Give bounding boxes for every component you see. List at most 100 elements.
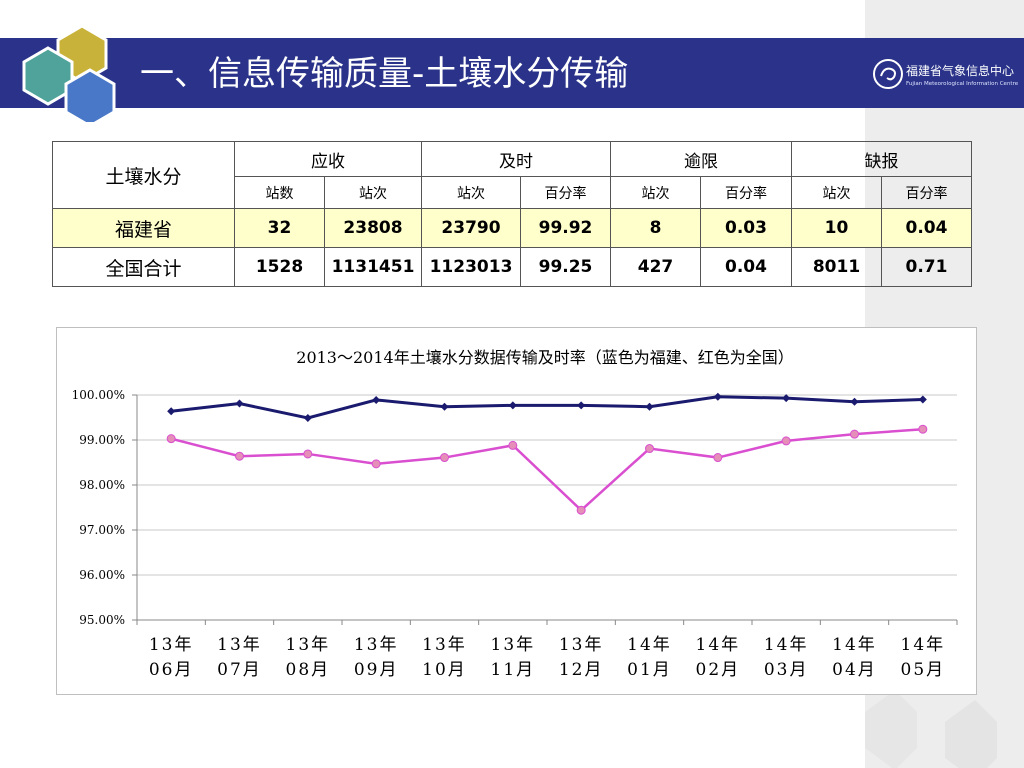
y-tick-label: 95.00% [79,613,125,627]
table-cell: 0.03 [700,208,792,248]
data-point [782,394,791,403]
data-point [576,505,586,515]
table-row: 全国合计 1528 1131451 1123013 99.25 427 0.04… [52,247,972,287]
x-tick-label: 03月 [764,660,809,680]
chart-frame: 2013～2014年土壤水分数据传输及时率（蓝色为福建、红色为全国） 95.00… [56,327,977,695]
data-point [166,434,176,444]
x-tick-label: 13年 [559,635,604,655]
table-cell: 32 [234,208,325,248]
data-point [713,392,722,401]
group-header: 及时 [421,141,611,177]
x-tick-label: 10月 [422,660,467,680]
table-cell: 1528 [234,247,325,287]
data-point [918,395,927,404]
x-tick-label: 11月 [491,660,536,680]
x-tick-label: 14年 [627,635,672,655]
y-tick-label: 99.00% [79,433,125,447]
table-header-row: 土壤水分 应收 及时 逾限 缺报 [52,141,972,209]
table-subheader-row: 站数 站次 站次 百分率 站次 百分率 站次 百分率 [53,176,972,209]
chart-title: 2013～2014年土壤水分数据传输及时率（蓝色为福建、红色为全国） [296,348,793,367]
sub-header: 站次 [421,176,521,209]
data-point [781,436,791,446]
x-tick-label: 14年 [764,635,809,655]
line-chart: 2013～2014年土壤水分数据传输及时率（蓝色为福建、红色为全国） 95.00… [72,348,958,680]
logo-icon [873,59,903,89]
x-tick-label: 14年 [832,635,877,655]
logo-area [865,38,1024,108]
table-cell: 0.04 [700,247,792,287]
y-tick-label: 100.00% [72,388,125,402]
group-header: 逾限 [610,141,792,177]
data-point [440,402,449,411]
table-cell: 8011 [791,247,882,287]
table-cell: 10 [791,208,882,248]
x-tick-label: 09月 [354,660,399,680]
x-tick-label: 14年 [696,635,741,655]
data-point [645,402,654,411]
x-tick-label: 13年 [422,635,467,655]
x-tick-label: 12月 [559,660,604,680]
header-hexagon-icon [22,24,116,122]
table-cell: 1131451 [324,247,422,287]
x-tick-label: 06月 [149,660,194,680]
series-line [170,427,923,512]
title-bar [0,38,865,108]
sub-header: 站次 [324,176,422,209]
table-cell: 99.92 [520,208,611,248]
table-row: 福建省 32 23808 23790 99.92 8 0.03 10 0.04 [52,208,972,248]
x-tick-label: 05月 [901,660,946,680]
x-tick-label: 13年 [217,635,262,655]
table-corner-label: 土壤水分 [52,141,235,209]
x-tick-label: 04月 [832,660,877,680]
x-tick-label: 13年 [149,635,194,655]
table-cell: 8 [610,208,701,248]
x-tick-label: 02月 [696,660,741,680]
data-point [645,444,654,454]
x-tick-label: 14年 [901,635,946,655]
logo-english-name: Fujian Meteorological Information Centre [906,81,1019,87]
y-tick-label: 98.00% [79,478,125,492]
series-line [170,395,923,420]
y-tick-label: 97.00% [79,523,125,537]
table-cell: 23790 [421,208,521,248]
group-header: 应收 [234,141,422,177]
data-point [440,453,449,463]
table-cell: 99.25 [520,247,611,287]
table-cell: 0.71 [881,247,972,287]
data-point [713,453,723,463]
data-point [918,424,928,434]
data-point [372,395,381,404]
transmission-table: 土壤水分 应收 及时 逾限 缺报 站数 站次 站次 百分率 站次 百分率 站次 … [52,141,972,287]
table-cell: 23808 [324,208,422,248]
x-tick-label: 08月 [286,660,331,680]
x-tick-label: 13年 [491,635,536,655]
x-tick-label: 07月 [217,660,262,680]
sub-header: 站数 [234,176,325,209]
x-tick-label: 13年 [286,635,331,655]
sub-header: 站次 [791,176,882,209]
data-point [577,401,586,410]
data-point [508,440,518,450]
table-cell: 427 [610,247,701,287]
data-point [850,397,859,406]
x-tick-label: 01月 [627,660,672,680]
group-header: 缺报 [791,141,972,177]
data-point [303,413,312,422]
y-tick-label: 96.00% [79,568,125,582]
sub-header: 百分率 [700,176,792,209]
data-point [508,401,517,410]
sub-header: 百分率 [520,176,611,209]
data-point [303,449,313,459]
logo-name: 福建省气象信息中心 [906,64,1015,78]
sub-header: 百分率 [881,176,972,209]
data-point [235,399,244,408]
data-point [167,407,176,416]
data-point [235,451,244,461]
data-point [371,459,381,469]
x-tick-label: 13年 [354,635,399,655]
row-label: 全国合计 [52,247,235,287]
table-cell: 1123013 [421,247,521,287]
data-point [850,429,859,439]
table-cell: 0.04 [881,208,972,248]
sub-header: 站次 [610,176,701,209]
